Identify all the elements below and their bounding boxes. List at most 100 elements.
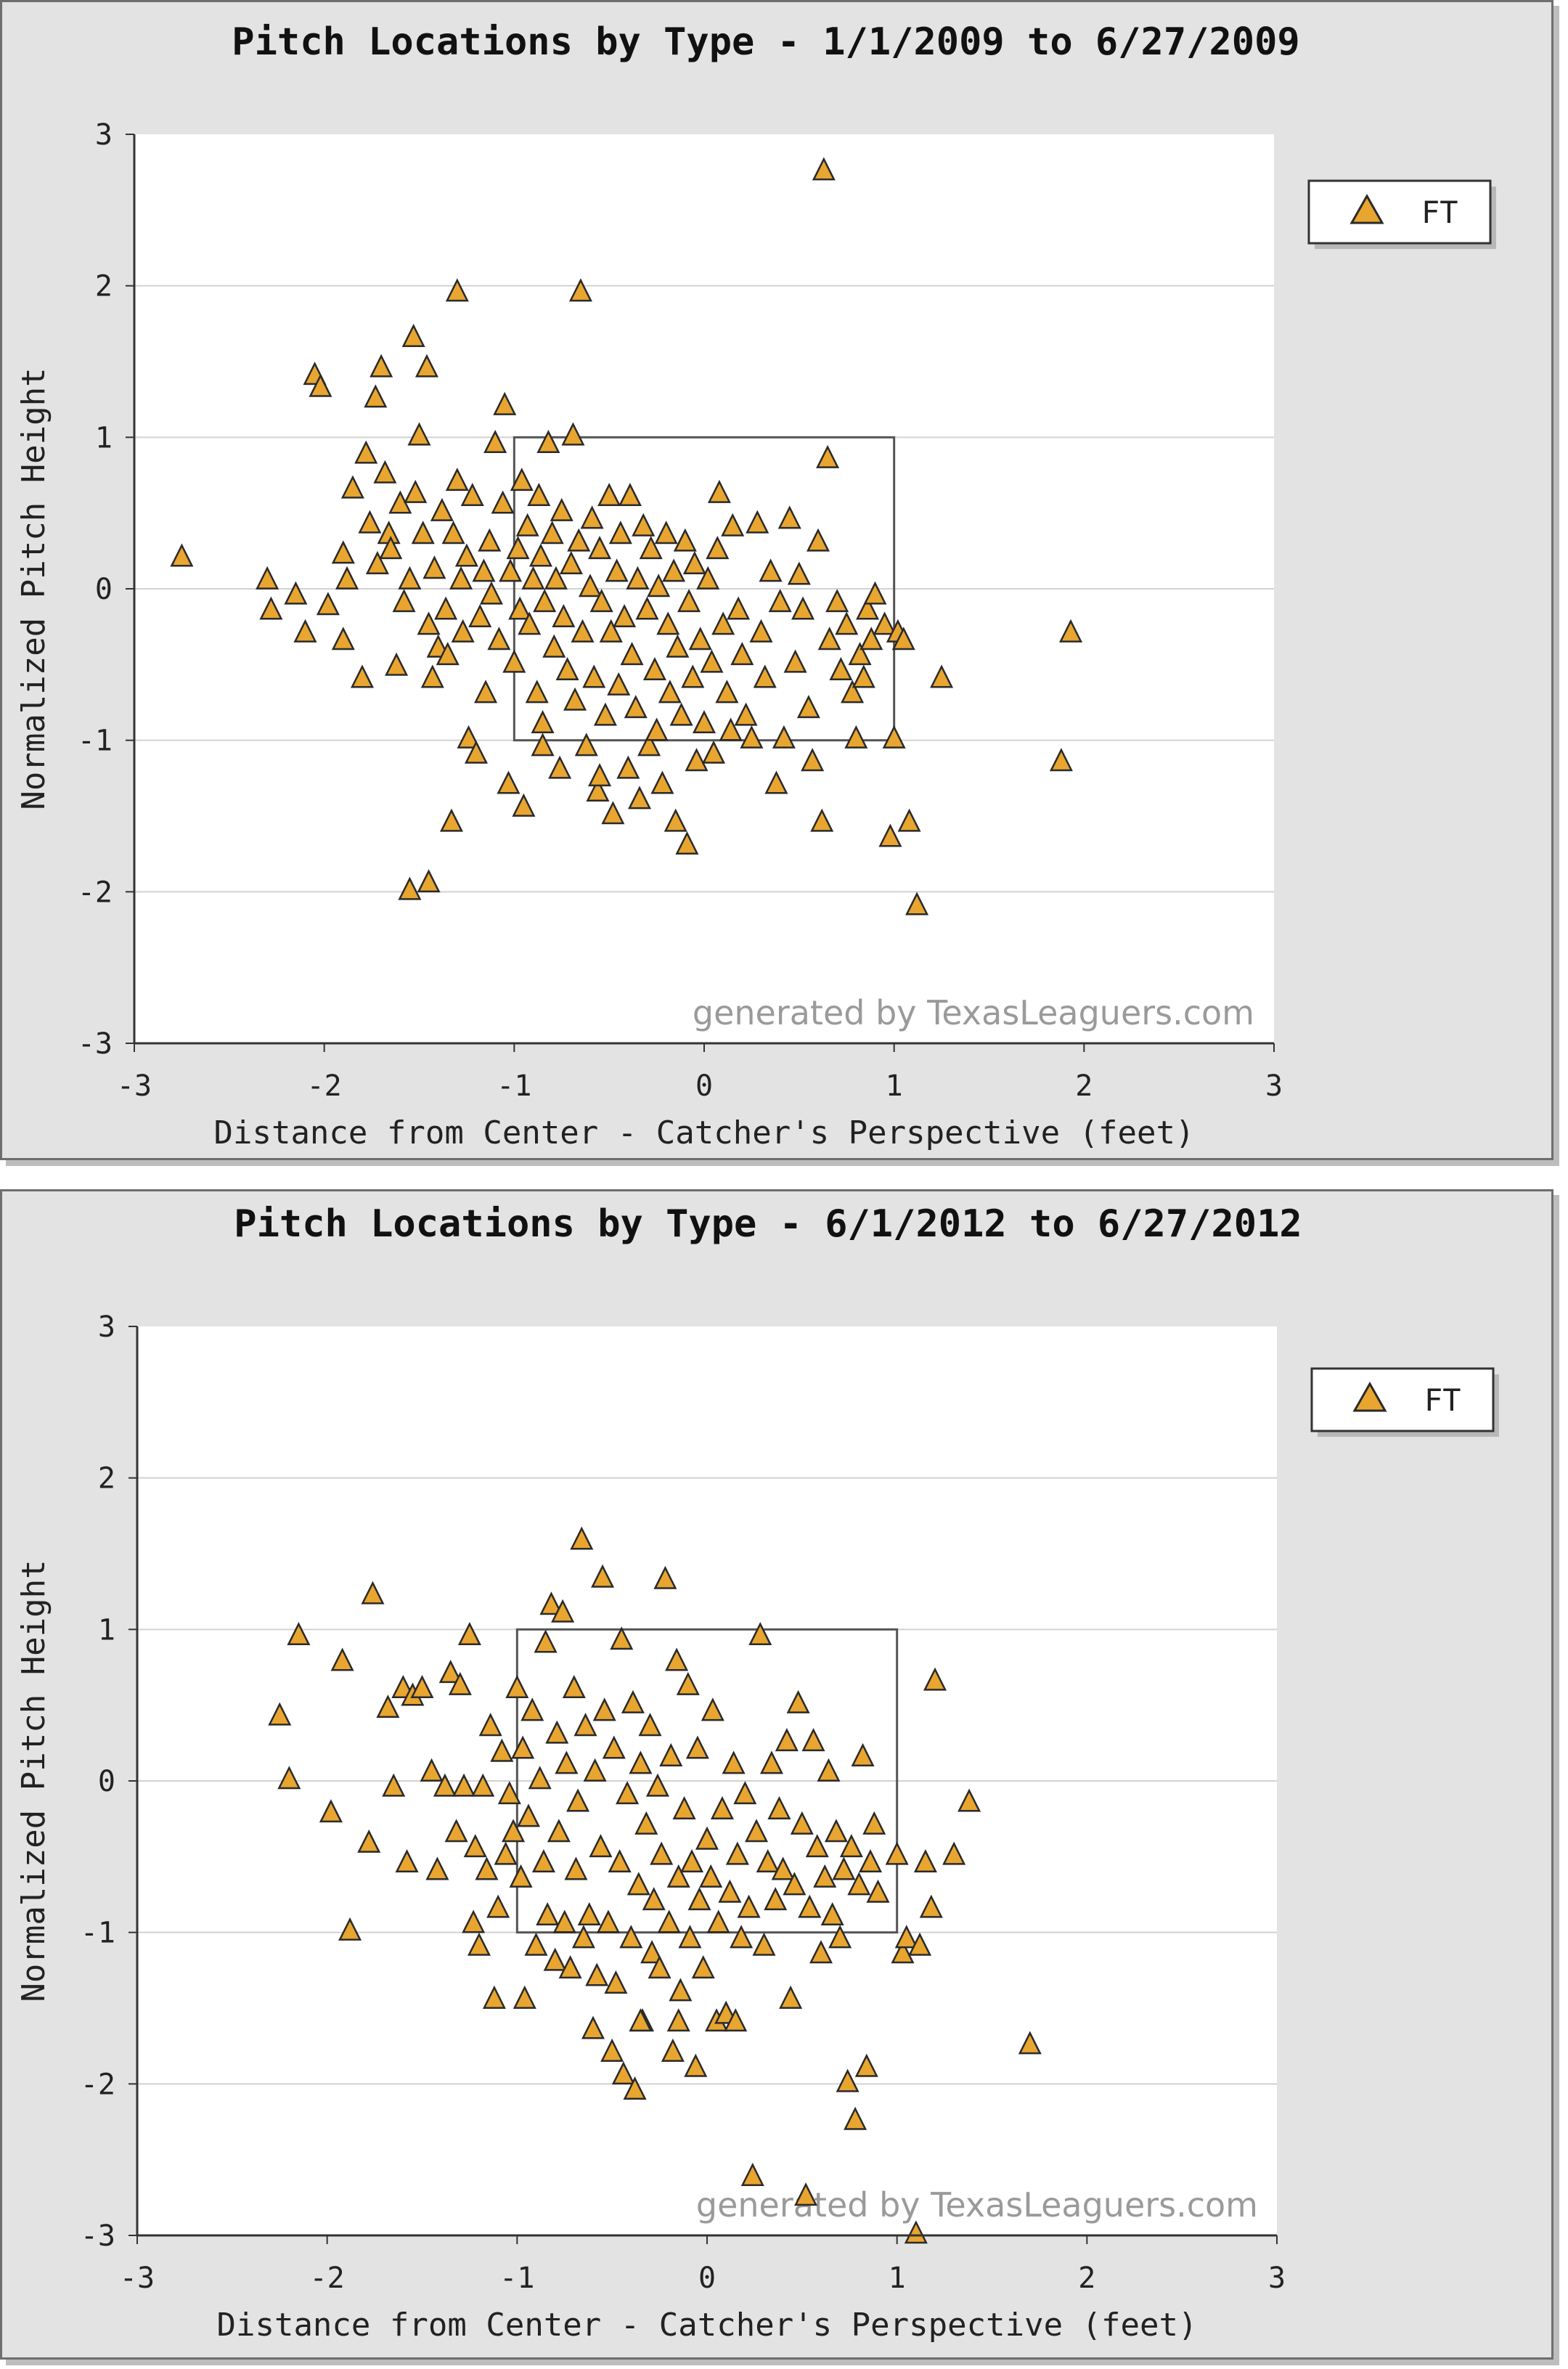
- pitch-point: [350, 664, 375, 688]
- pitch-point: [309, 373, 332, 397]
- pitch-point: [642, 656, 666, 681]
- pitch-point: [669, 702, 693, 726]
- pitch-point: [531, 733, 555, 757]
- pitch-point: [497, 1781, 521, 1805]
- pitch-point: [539, 1591, 563, 1615]
- pitch-point: [382, 1773, 406, 1797]
- pitch-point: [463, 1834, 487, 1858]
- pitch-point: [650, 770, 674, 794]
- pitch-point: [637, 733, 661, 757]
- pitch-point: [376, 1695, 400, 1718]
- pitch-point: [417, 869, 441, 893]
- pitch-point: [433, 1773, 457, 1797]
- pitch-point: [891, 627, 915, 651]
- pitch-point: [829, 656, 853, 681]
- pitch-point: [379, 536, 403, 560]
- pitch-point: [801, 748, 825, 772]
- pitch-point: [852, 664, 875, 688]
- pitch-point: [676, 1671, 700, 1695]
- pitch-point: [517, 1803, 541, 1827]
- pitch-point: [707, 479, 731, 503]
- pitch-point: [835, 611, 859, 635]
- pitch-point: [623, 2076, 647, 2100]
- pitch-point: [533, 589, 557, 613]
- pitch-point: [259, 596, 283, 620]
- pitch-point: [685, 1735, 709, 1759]
- pitch-point: [854, 2053, 878, 2077]
- pitch-point: [640, 1940, 664, 1964]
- pitch-point: [398, 876, 422, 900]
- pitch-point: [527, 483, 551, 507]
- pitch-point: [798, 1894, 822, 1918]
- pitch-point: [626, 1872, 650, 1896]
- pitch-point: [624, 695, 648, 719]
- pitch-point: [824, 1819, 848, 1843]
- pitch-point: [820, 1902, 844, 1926]
- pitch-point: [512, 793, 536, 817]
- pitch-point: [848, 642, 872, 666]
- pitch-point: [592, 1697, 616, 1721]
- pitch-point: [420, 664, 444, 688]
- pitch-point: [878, 823, 902, 847]
- pitch-point: [578, 574, 603, 598]
- pitch-point: [721, 513, 745, 537]
- y-tick-label: 2: [95, 270, 113, 303]
- pitch-point: [796, 695, 820, 719]
- pitch-point: [621, 1689, 645, 1713]
- pitch-point: [430, 497, 454, 521]
- pitch-point: [284, 581, 308, 605]
- pitch-point: [737, 1894, 761, 1918]
- y-tick-label: 3: [95, 118, 113, 152]
- watermark: generated by TexasLeaguers.com: [693, 993, 1254, 1032]
- pitch-point: [586, 778, 610, 802]
- pitch-point: [632, 513, 656, 537]
- pitch-point: [764, 1887, 788, 1911]
- legend-label: FT: [1421, 195, 1458, 230]
- pitch-point: [696, 566, 720, 590]
- pitch-point: [753, 664, 777, 688]
- pitch-point: [439, 808, 464, 832]
- pitch-point: [536, 1902, 560, 1926]
- y-tick-label: -3: [78, 1027, 113, 1061]
- pitch-point: [364, 384, 388, 408]
- pitch-point: [505, 1675, 529, 1699]
- pitch-point: [483, 429, 507, 454]
- pitch-point: [682, 550, 706, 574]
- pitch-point: [748, 1621, 772, 1646]
- pitch-point: [499, 558, 523, 582]
- pitch-point: [669, 1978, 693, 2002]
- pitch-point: [706, 1909, 730, 1933]
- pitch-point: [813, 1864, 837, 1888]
- pitch-point: [844, 725, 868, 749]
- pitch-point: [410, 1675, 434, 1699]
- chart-title: Pitch Locations by Type - 1/1/2009 to 6/…: [232, 20, 1299, 64]
- pitch-point: [478, 1713, 502, 1737]
- pitch-point: [665, 1647, 689, 1671]
- pitch-point: [436, 642, 460, 666]
- pitch-point: [548, 755, 572, 779]
- x-axis-label: Distance from Center - Catcher's Perspec…: [213, 1114, 1194, 1151]
- pitch-point: [385, 652, 409, 676]
- x-tick-label: 1: [889, 2262, 906, 2295]
- pitch-point: [487, 627, 511, 651]
- pitch-point: [746, 510, 769, 534]
- pitch-point: [859, 627, 883, 651]
- pitch-point: [740, 725, 764, 749]
- pitch-point: [555, 656, 579, 681]
- pitch-point: [330, 1647, 354, 1671]
- pitch-point: [749, 619, 773, 643]
- pitch-point: [856, 596, 880, 620]
- pitch-point: [452, 1773, 476, 1797]
- pitch-point: [661, 2038, 685, 2062]
- pitch-point: [550, 497, 573, 521]
- pitch-point: [422, 555, 446, 579]
- pitch-point: [687, 1887, 711, 1911]
- pitch-point: [832, 1856, 856, 1880]
- pitch-point: [730, 642, 754, 666]
- x-tick-label: -1: [499, 2262, 534, 2295]
- y-tick-label: -1: [78, 725, 113, 758]
- pitch-point: [571, 619, 595, 643]
- pitch-point: [551, 1599, 575, 1623]
- pitch-point: [734, 702, 758, 726]
- pitch-point: [957, 1788, 981, 1812]
